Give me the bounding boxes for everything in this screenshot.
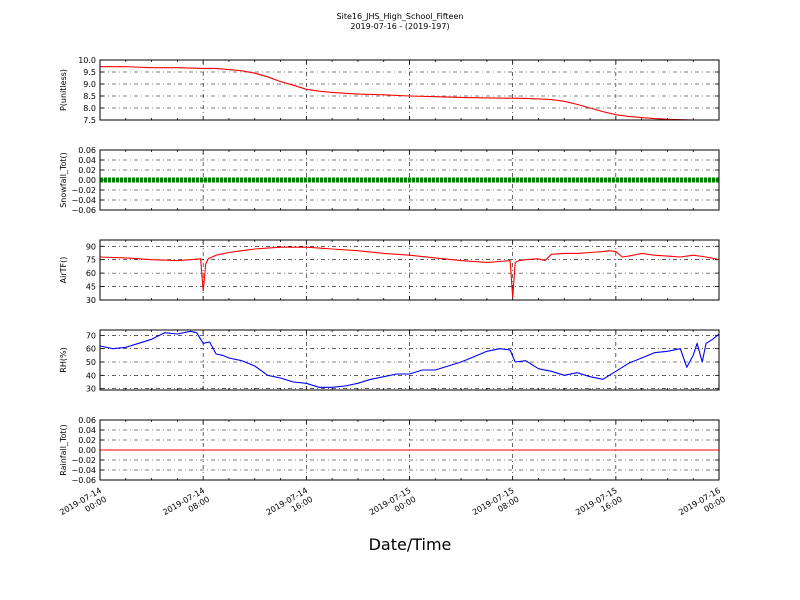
y-tick-label: 50 — [86, 358, 96, 367]
y-tick-label: 70 — [86, 331, 96, 340]
axes-frame — [99, 59, 720, 121]
panel-1: 7.5 8.0 8.5 9.0 9.5 10.0 P(unitless) — [59, 56, 720, 125]
y-axis-label: P(unitless) — [59, 69, 68, 111]
y-tick-label: 40 — [86, 371, 96, 380]
series-line — [100, 246, 719, 298]
y-tick-label: −0.04 — [71, 196, 96, 205]
y-tick-label: 0.06 — [78, 416, 96, 425]
axes-frame — [99, 149, 720, 211]
x-tick-label: 2019-07-1416:00 — [265, 486, 315, 526]
y-tick-label: 0.04 — [78, 156, 96, 165]
panels: 7.58.08.59.09.510.0P(unitless)−0.06−0.04… — [59, 56, 720, 485]
x-tick-label: 2019-07-1400:00 — [58, 486, 108, 526]
y-axis-label: Rainfall_Tot() — [59, 424, 68, 476]
axes-frame — [99, 419, 720, 481]
y-tick-label: 0.04 — [78, 426, 96, 435]
y-tick-label: 90 — [86, 242, 96, 251]
y-tick-label: 45 — [86, 283, 96, 292]
y-tick-label: −0.02 — [71, 456, 96, 465]
panel-4: 30 40 50 60 70 RH(%) — [59, 329, 720, 394]
y-tick-label: 8.5 — [83, 92, 96, 101]
panel-3: 30 45 60 75 90 AirTF() — [59, 239, 720, 305]
chart-subtitle: 2019-07-16 - (2019-197) — [350, 22, 449, 31]
y-tick-label: 0.02 — [78, 436, 96, 445]
y-tick-label: 9.0 — [83, 80, 96, 89]
x-tick-labels: 2019-07-1400:00 2019-07-1408:00 2019-07-14… — [58, 486, 727, 526]
chart-title: Site16_JHS_High_School_Fifteen — [337, 12, 464, 21]
y-tick-label: 9.5 — [83, 68, 96, 77]
y-tick-label: −0.06 — [71, 476, 96, 485]
panel-5: −0.06−0.04−0.020.000.020.040.06 Rainfall_… — [59, 416, 720, 485]
y-tick-label: 7.5 — [83, 116, 96, 125]
x-tick-label: 2019-07-1408:00 — [161, 486, 211, 526]
y-tick-label: 10.0 — [78, 56, 96, 65]
y-axis-label: Snowfall_Tot() — [59, 152, 68, 208]
x-tick-label: 2019-07-1600:00 — [677, 486, 727, 526]
y-tick-label: 75 — [86, 256, 96, 265]
y-tick-label: 0.02 — [78, 166, 96, 175]
series-line — [100, 66, 719, 120]
axes-frame — [99, 239, 720, 301]
x-tick-label: 2019-07-1500:00 — [368, 486, 418, 526]
x-tick-label: 2019-07-1516:00 — [574, 486, 624, 526]
y-axis-label: AirTF() — [59, 257, 68, 284]
y-tick-label: 60 — [86, 269, 96, 278]
axes-frame — [99, 329, 720, 391]
series-line — [100, 330, 719, 388]
y-tick-label: 60 — [86, 345, 96, 354]
y-tick-label: 30 — [86, 296, 96, 305]
panel-2: −0.06−0.04−0.020.000.020.040.06 Snowfall_… — [59, 146, 720, 215]
y-tick-label: 0.06 — [78, 146, 96, 155]
y-tick-label: 0.00 — [78, 176, 96, 185]
y-tick-label: 0.00 — [78, 446, 96, 455]
y-tick-label: −0.04 — [71, 466, 96, 475]
y-tick-label: 8.0 — [83, 104, 96, 113]
y-tick-label: −0.02 — [71, 186, 96, 195]
y-tick-label: −0.06 — [71, 206, 96, 215]
y-axis-label: RH(%) — [59, 347, 68, 372]
y-tick-label: 30 — [86, 385, 96, 394]
x-axis-label: Date/Time — [369, 535, 452, 554]
x-tick-label: 2019-07-1508:00 — [471, 486, 521, 526]
